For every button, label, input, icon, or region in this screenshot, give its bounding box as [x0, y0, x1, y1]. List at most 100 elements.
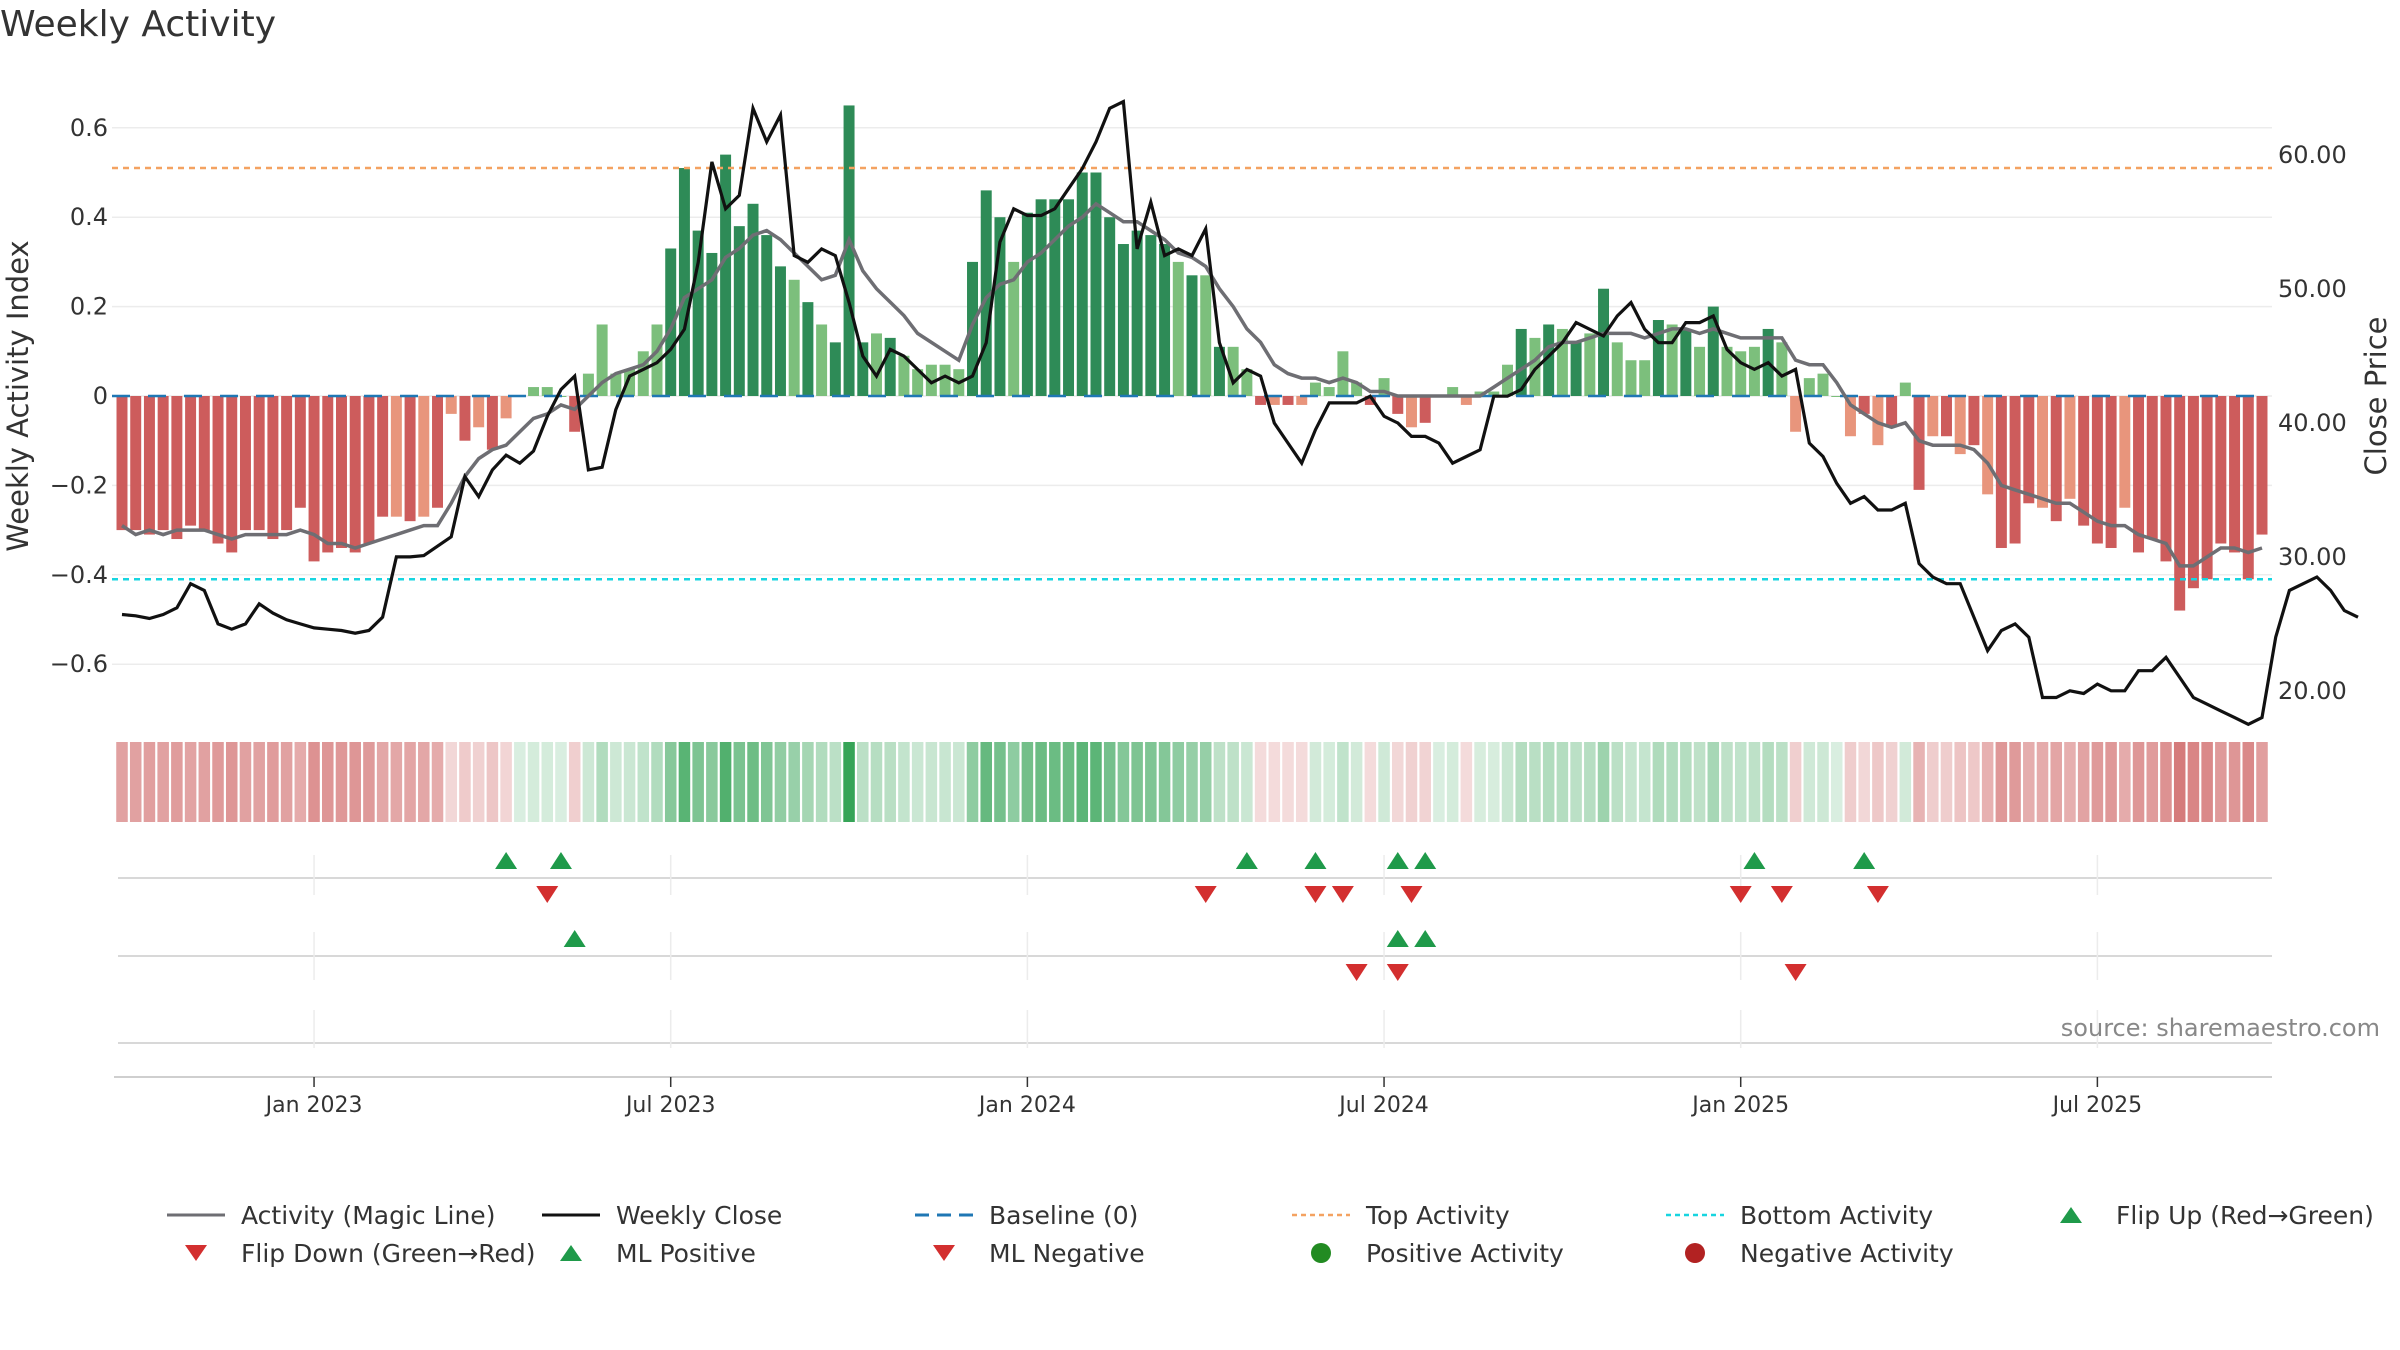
activity-bar [1419, 396, 1431, 423]
heat-cell [2146, 742, 2159, 822]
heat-cell [390, 742, 403, 822]
ml-positive-marker [1414, 930, 1437, 947]
activity-bar [1392, 396, 1404, 414]
series-lines [121, 99, 2359, 727]
activity-bar [1817, 373, 1829, 396]
activity-bar [884, 337, 896, 396]
heat-cell [1337, 742, 1349, 822]
heat-cell [2105, 742, 2117, 822]
heat-cell [692, 742, 704, 822]
legend-weekly-close: Weekly Close [540, 1196, 782, 1234]
activity-bar [473, 396, 485, 428]
activity-bar [445, 396, 457, 414]
heat-cell [1419, 742, 1431, 822]
flip-up-marker [495, 852, 518, 869]
x-tick-label: Jan 2025 [1690, 1093, 1789, 1118]
activity-bar [185, 396, 197, 526]
grid-layer [112, 127, 2272, 1048]
heat-cell [198, 742, 211, 822]
activity-bar [528, 387, 540, 396]
legend-baseline: Baseline (0) [913, 1196, 1138, 1234]
heat-cell [184, 742, 197, 822]
activity-bar [1021, 212, 1033, 396]
ml-positive-icon [560, 1245, 582, 1261]
heat-cell [2160, 742, 2172, 822]
heat-cell [2023, 742, 2035, 822]
heat-cell [1584, 742, 1596, 822]
heat-cell [870, 742, 883, 822]
heat-cell [1885, 742, 1898, 822]
activity-bar [432, 396, 443, 508]
activity-bar [267, 396, 279, 540]
heat-cell [2256, 742, 2268, 822]
signal-markers [495, 852, 1889, 981]
heat-cell [1995, 742, 2008, 822]
heat-cell [239, 742, 252, 822]
activity-bar [2105, 396, 2117, 548]
heat-cell [418, 742, 430, 822]
flip-down-marker [1770, 886, 1793, 903]
heat-cell [376, 742, 389, 822]
activity-bar [212, 396, 224, 544]
flip-up-marker [1235, 852, 1258, 869]
legend-top-activity-swatch [1292, 1213, 1350, 1217]
heat-cell [1186, 742, 1198, 822]
activity-bar [912, 369, 924, 396]
activity-bar [171, 396, 183, 540]
heat-cell [2215, 742, 2227, 822]
activity-bar [1488, 391, 1500, 396]
activity-bar [1625, 360, 1637, 396]
activity-bar [2050, 396, 2062, 522]
flip-down-icon [185, 1245, 207, 1261]
heat-cell [1570, 742, 1582, 822]
x-tick-label: Jan 2024 [977, 1093, 1076, 1118]
activity-bar [1680, 328, 1692, 396]
activity-bar [1213, 346, 1225, 396]
legend-label: Top Activity [1366, 1200, 1510, 1230]
heat-cell [939, 742, 951, 822]
heat-cell [2201, 742, 2213, 822]
activity-bar [1131, 230, 1143, 396]
source-note: source: sharemaestro.com [2060, 1014, 2380, 1042]
activity-bar [1899, 382, 1911, 396]
activity-bar [1872, 396, 1884, 446]
legend-baseline-swatch [915, 1213, 973, 1217]
heat-cell [2050, 742, 2062, 822]
activity-bar [692, 230, 704, 396]
weekly-activity-chart: 0.6 0.4 0.2 0 −0.2 −0.4 −0.6 60.00 50.00 40.00 30.… [1, 99, 2393, 1118]
heat-cell [404, 742, 416, 822]
heat-cell [308, 742, 320, 822]
heat-cell [1638, 742, 1651, 822]
activity-bar [130, 396, 142, 531]
heat-cell [212, 742, 224, 822]
activity-bar [1090, 172, 1102, 396]
heat-cell [225, 742, 238, 822]
heat-cell [1405, 742, 1418, 822]
heat-cell [1460, 742, 1473, 822]
activity-bar [1282, 396, 1294, 405]
activity-bar [898, 355, 910, 396]
activity-bar [404, 396, 416, 522]
activity-bar [308, 396, 320, 562]
heat-cell [1268, 742, 1281, 822]
activity-bar [596, 324, 608, 396]
left-tick-label: 0 [93, 382, 108, 410]
activity-bar [1954, 396, 1966, 455]
activity-bar [2215, 396, 2227, 544]
heat-cell [953, 742, 965, 822]
heat-cell [1199, 742, 1212, 822]
activity-bar [2174, 396, 2186, 611]
heat-cell [335, 742, 348, 822]
activity-bar [774, 266, 786, 396]
legend-label: ML Negative [989, 1238, 1145, 1268]
heat-cell [1433, 742, 1445, 822]
activity-bar [198, 396, 210, 531]
activity-bar [1035, 199, 1047, 396]
heat-cell [1968, 742, 1980, 822]
heat-cell [1474, 742, 1486, 822]
activity-bar [1378, 378, 1390, 396]
legend-top-activity: Top Activity [1290, 1196, 1510, 1234]
activity-bar [939, 364, 951, 396]
activity-bar [2091, 396, 2103, 544]
activity-bar [1474, 391, 1486, 396]
